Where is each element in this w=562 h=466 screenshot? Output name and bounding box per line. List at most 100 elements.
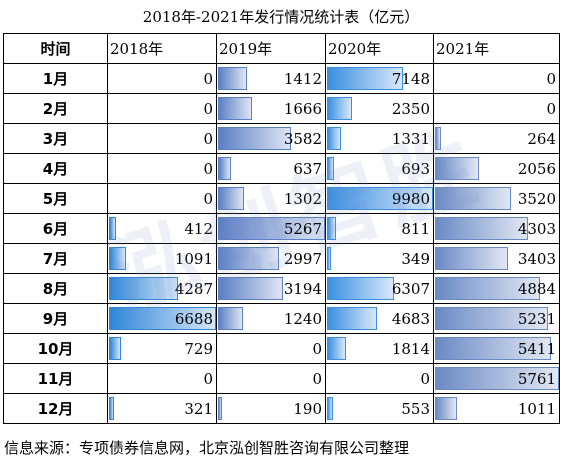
value-text: 4303 — [517, 219, 556, 238]
data-bar — [327, 67, 403, 90]
data-bar — [327, 217, 336, 240]
table-title: 2018年-2021年发行情况统计表（亿元） — [142, 8, 420, 26]
value-cell: 0 — [433, 93, 560, 124]
value-text: 2997 — [283, 249, 322, 268]
value-cell: 1240 — [216, 303, 326, 334]
value-cell: 190 — [216, 393, 326, 424]
data-bar — [109, 217, 116, 240]
data-bar — [218, 67, 247, 90]
data-bar — [435, 157, 479, 180]
value-text: 0 — [203, 189, 213, 208]
value-text: 1666 — [283, 99, 322, 118]
value-text: 1331 — [391, 129, 430, 148]
table-row: 6月 412 5267 811 4303 — [3, 213, 560, 244]
value-cell: 6307 — [325, 273, 434, 304]
value-cell: 2997 — [216, 243, 326, 274]
data-bar — [218, 97, 252, 120]
value-cell: 5411 — [433, 333, 560, 364]
value-text: 4683 — [391, 309, 430, 328]
month-cell: 7月 — [3, 243, 108, 274]
value-text: 0 — [203, 129, 213, 148]
value-text: 3403 — [517, 249, 556, 268]
data-bar — [218, 247, 279, 270]
value-text: 190 — [293, 399, 322, 418]
data-bar — [435, 337, 551, 360]
value-cell: 0 — [107, 183, 217, 214]
value-cell: 637 — [216, 153, 326, 184]
month-cell: 6月 — [3, 213, 108, 244]
value-cell: 9980 — [325, 183, 434, 214]
month-cell: 1月 — [3, 63, 108, 94]
table-row: 10月 729 0 1814 5411 — [3, 333, 560, 364]
data-bar — [109, 247, 126, 270]
data-bar — [435, 397, 457, 420]
value-cell: 264 — [433, 123, 560, 154]
value-text: 1412 — [283, 69, 322, 88]
value-text: 5267 — [283, 219, 322, 238]
data-bar — [109, 337, 121, 360]
value-text: 6307 — [391, 279, 430, 298]
value-text: 811 — [401, 219, 430, 238]
value-cell: 0 — [216, 333, 326, 364]
value-cell: 0 — [107, 363, 217, 394]
value-cell: 1011 — [433, 393, 560, 424]
value-text: 0 — [312, 339, 322, 358]
value-cell: 412 — [107, 213, 217, 244]
value-cell: 349 — [325, 243, 434, 274]
value-text: 693 — [401, 159, 430, 178]
value-text: 0 — [546, 69, 556, 88]
data-bar — [109, 397, 114, 420]
data-bar — [327, 187, 433, 210]
value-text: 321 — [184, 399, 213, 418]
table-row: 8月 4287 3194 6307 4884 — [3, 273, 560, 304]
value-cell: 3520 — [433, 183, 560, 214]
value-cell: 5761 — [433, 363, 560, 394]
value-text: 553 — [401, 399, 430, 418]
value-cell: 0 — [107, 153, 217, 184]
value-cell: 0 — [325, 363, 434, 394]
value-text: 0 — [420, 369, 430, 388]
month-cell: 4月 — [3, 153, 108, 184]
data-bar — [435, 127, 441, 150]
header-2020: 2020年 — [325, 33, 434, 64]
value-text: 0 — [203, 69, 213, 88]
value-text: 5231 — [517, 309, 556, 328]
value-cell: 2350 — [325, 93, 434, 124]
source-note: 信息来源：专项债券信息网，北京泓创智胜咨询有限公司整理 — [4, 439, 410, 457]
header-row: 时间 2018年 2019年 2020年 2021年 — [3, 33, 560, 64]
data-bar — [109, 277, 178, 300]
month-cell: 3月 — [3, 123, 108, 154]
value-cell: 3403 — [433, 243, 560, 274]
value-cell: 0 — [107, 123, 217, 154]
value-text: 0 — [546, 99, 556, 118]
data-bar — [435, 277, 540, 300]
data-bar — [327, 247, 331, 270]
data-bar — [435, 247, 508, 270]
value-cell: 1814 — [325, 333, 434, 364]
data-bar — [218, 127, 291, 150]
data-bar — [218, 277, 283, 300]
month-cell: 5月 — [3, 183, 108, 214]
value-cell: 553 — [325, 393, 434, 424]
month-cell: 11月 — [3, 363, 108, 394]
data-bar — [435, 307, 548, 330]
value-text: 0 — [203, 369, 213, 388]
value-text: 349 — [401, 249, 430, 268]
value-text: 3582 — [283, 129, 322, 148]
value-text: 5411 — [517, 339, 556, 358]
value-cell: 811 — [325, 213, 434, 244]
value-cell: 6688 — [107, 303, 217, 334]
table-row: 4月 0 637 693 2056 — [3, 153, 560, 184]
header-2018: 2018年 — [107, 33, 217, 64]
value-cell: 4884 — [433, 273, 560, 304]
table-row: 3月 0 3582 1331 264 — [3, 123, 560, 154]
data-bar — [327, 277, 394, 300]
data-bar — [327, 307, 377, 330]
data-bar — [435, 217, 528, 240]
value-text: 1302 — [283, 189, 322, 208]
table-row: 12月 321 190 553 1011 — [3, 393, 560, 424]
table-row: 5月 0 1302 9980 3520 — [3, 183, 560, 214]
value-text: 0 — [312, 369, 322, 388]
value-text: 412 — [184, 219, 213, 238]
value-text: 4884 — [517, 279, 556, 298]
